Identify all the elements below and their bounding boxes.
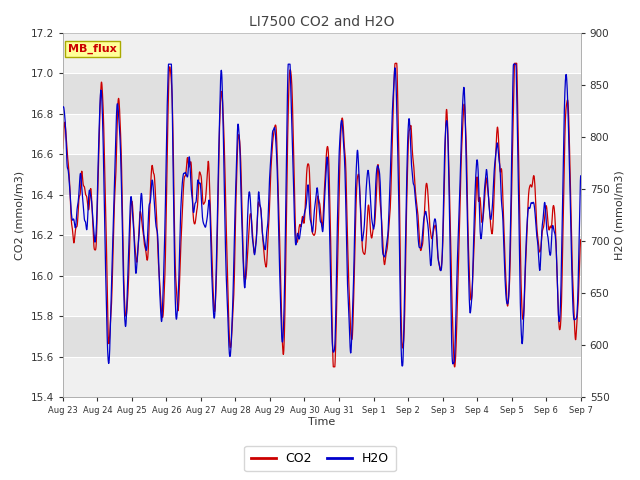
Bar xyxy=(63,357,580,397)
Y-axis label: CO2 (mmol/m3): CO2 (mmol/m3) xyxy=(15,170,25,260)
Bar xyxy=(63,195,580,235)
Bar xyxy=(63,114,580,155)
Bar xyxy=(63,276,580,316)
Bar xyxy=(63,73,580,114)
X-axis label: Time: Time xyxy=(308,417,335,427)
Bar xyxy=(63,155,580,195)
Title: LI7500 CO2 and H2O: LI7500 CO2 and H2O xyxy=(249,15,394,29)
Bar xyxy=(63,316,580,357)
Bar xyxy=(63,33,580,73)
Text: MB_flux: MB_flux xyxy=(68,44,116,54)
Bar xyxy=(63,235,580,276)
Y-axis label: H2O (mmol/m3): H2O (mmol/m3) xyxy=(615,170,625,260)
Legend: CO2, H2O: CO2, H2O xyxy=(244,446,396,471)
